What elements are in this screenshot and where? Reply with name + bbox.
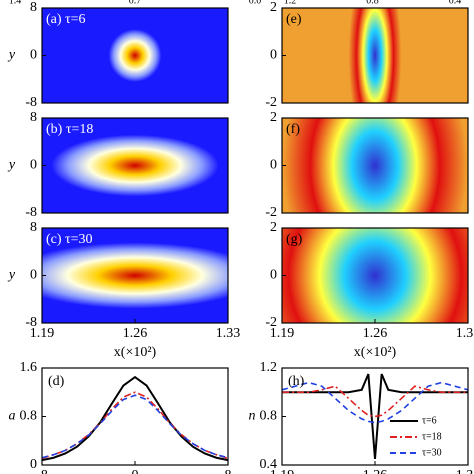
y-axis-label: n: [249, 409, 256, 424]
y-tick-label: 2: [270, 110, 277, 125]
x-tick-label: 1.26: [363, 326, 388, 341]
x-axis-label: x(×10²): [114, 345, 157, 360]
legend-label: τ=6: [422, 415, 437, 426]
y-tick-label: 8: [30, 220, 37, 235]
x-tick-label: 1.19: [270, 468, 295, 474]
x-tick-label: 8: [225, 468, 232, 474]
x-tick-label: 1.33: [216, 326, 241, 341]
x-tick-label: 1.26: [363, 468, 388, 474]
panel-label: (e): [286, 12, 302, 27]
x-tick-label: 1.19: [30, 326, 55, 341]
colorbar-tick-label: 0.8: [366, 0, 379, 6]
colorbar-tick-label: 1.4: [9, 0, 22, 6]
x-tick-label: 1.26: [123, 326, 148, 341]
heatmap: [42, 8, 228, 103]
y-tick-label: 0: [270, 48, 277, 63]
y-tick-label: 2: [270, 220, 277, 235]
y-tick-label: -8: [25, 95, 37, 110]
line: [282, 385, 468, 418]
panel-label: (h): [288, 374, 305, 389]
y-tick-label: -2: [265, 205, 277, 220]
panel-label: (c) τ=30: [46, 232, 93, 247]
y-tick-label: 0: [270, 158, 277, 173]
x-axis-label: x(×10²): [354, 345, 397, 360]
y-tick-label: -8: [25, 205, 37, 220]
colorbar-tick-label: 0.7: [129, 0, 142, 6]
y-axis-label: y: [7, 268, 16, 283]
heatmap-spot: [42, 242, 228, 309]
colorbar-tick-label: 1.2: [284, 0, 297, 6]
y-axis-label: a: [9, 409, 16, 424]
heatmap: [282, 228, 468, 323]
panel-label: (a) τ=6: [46, 12, 86, 27]
x-tick-label: -8: [36, 468, 48, 474]
y-tick-label: 0: [30, 457, 37, 472]
y-tick-label: 8: [30, 110, 37, 125]
colorbar-tick-label: 0.4: [449, 0, 462, 6]
y-tick-label: 2: [270, 0, 277, 15]
x-tick-label: 1.19: [270, 326, 295, 341]
x-tick-label: 1.33: [456, 326, 474, 341]
heatmap-spot: [348, 8, 402, 103]
y-axis-label: y: [7, 48, 16, 63]
heatmap-spot: [282, 228, 468, 323]
heatmap: [42, 228, 228, 323]
x-tick-label: 1.33: [456, 468, 474, 474]
heatmap-spot: [282, 118, 468, 213]
y-tick-label: 0.4: [260, 457, 278, 472]
heatmap: [42, 118, 228, 213]
heatmap: [282, 8, 468, 103]
y-tick-label: 1.6: [20, 360, 38, 375]
heatmap-spot: [51, 134, 219, 197]
y-tick-label: 0: [30, 268, 37, 283]
line: [282, 373, 468, 460]
heatmap-spot: [108, 29, 162, 82]
panel-label: (g): [286, 232, 303, 247]
y-tick-label: 0: [30, 48, 37, 63]
y-axis-label: y: [7, 158, 16, 173]
y-tick-label: 0: [30, 158, 37, 173]
y-tick-label: 0.8: [20, 409, 38, 424]
panel-label: (b) τ=18: [46, 122, 93, 137]
y-tick-label: -2: [265, 315, 277, 330]
y-tick-label: -2: [265, 95, 277, 110]
y-tick-label: -8: [25, 315, 37, 330]
panel-label: (d): [48, 374, 65, 389]
legend-label: τ=18: [422, 431, 442, 442]
line: [41, 375, 229, 462]
y-tick-label: 0.8: [260, 409, 278, 424]
legend-label: τ=30: [422, 447, 442, 458]
panel-label: (f): [286, 122, 300, 137]
line: [41, 394, 229, 459]
y-tick-label: 1.2: [260, 360, 278, 375]
y-tick-label: 0: [270, 268, 277, 283]
heatmap: [282, 118, 468, 213]
colorbar-tick-label: 0.0: [249, 0, 262, 6]
y-tick-label: 8: [30, 0, 37, 15]
x-tick-label: 0: [132, 468, 139, 474]
